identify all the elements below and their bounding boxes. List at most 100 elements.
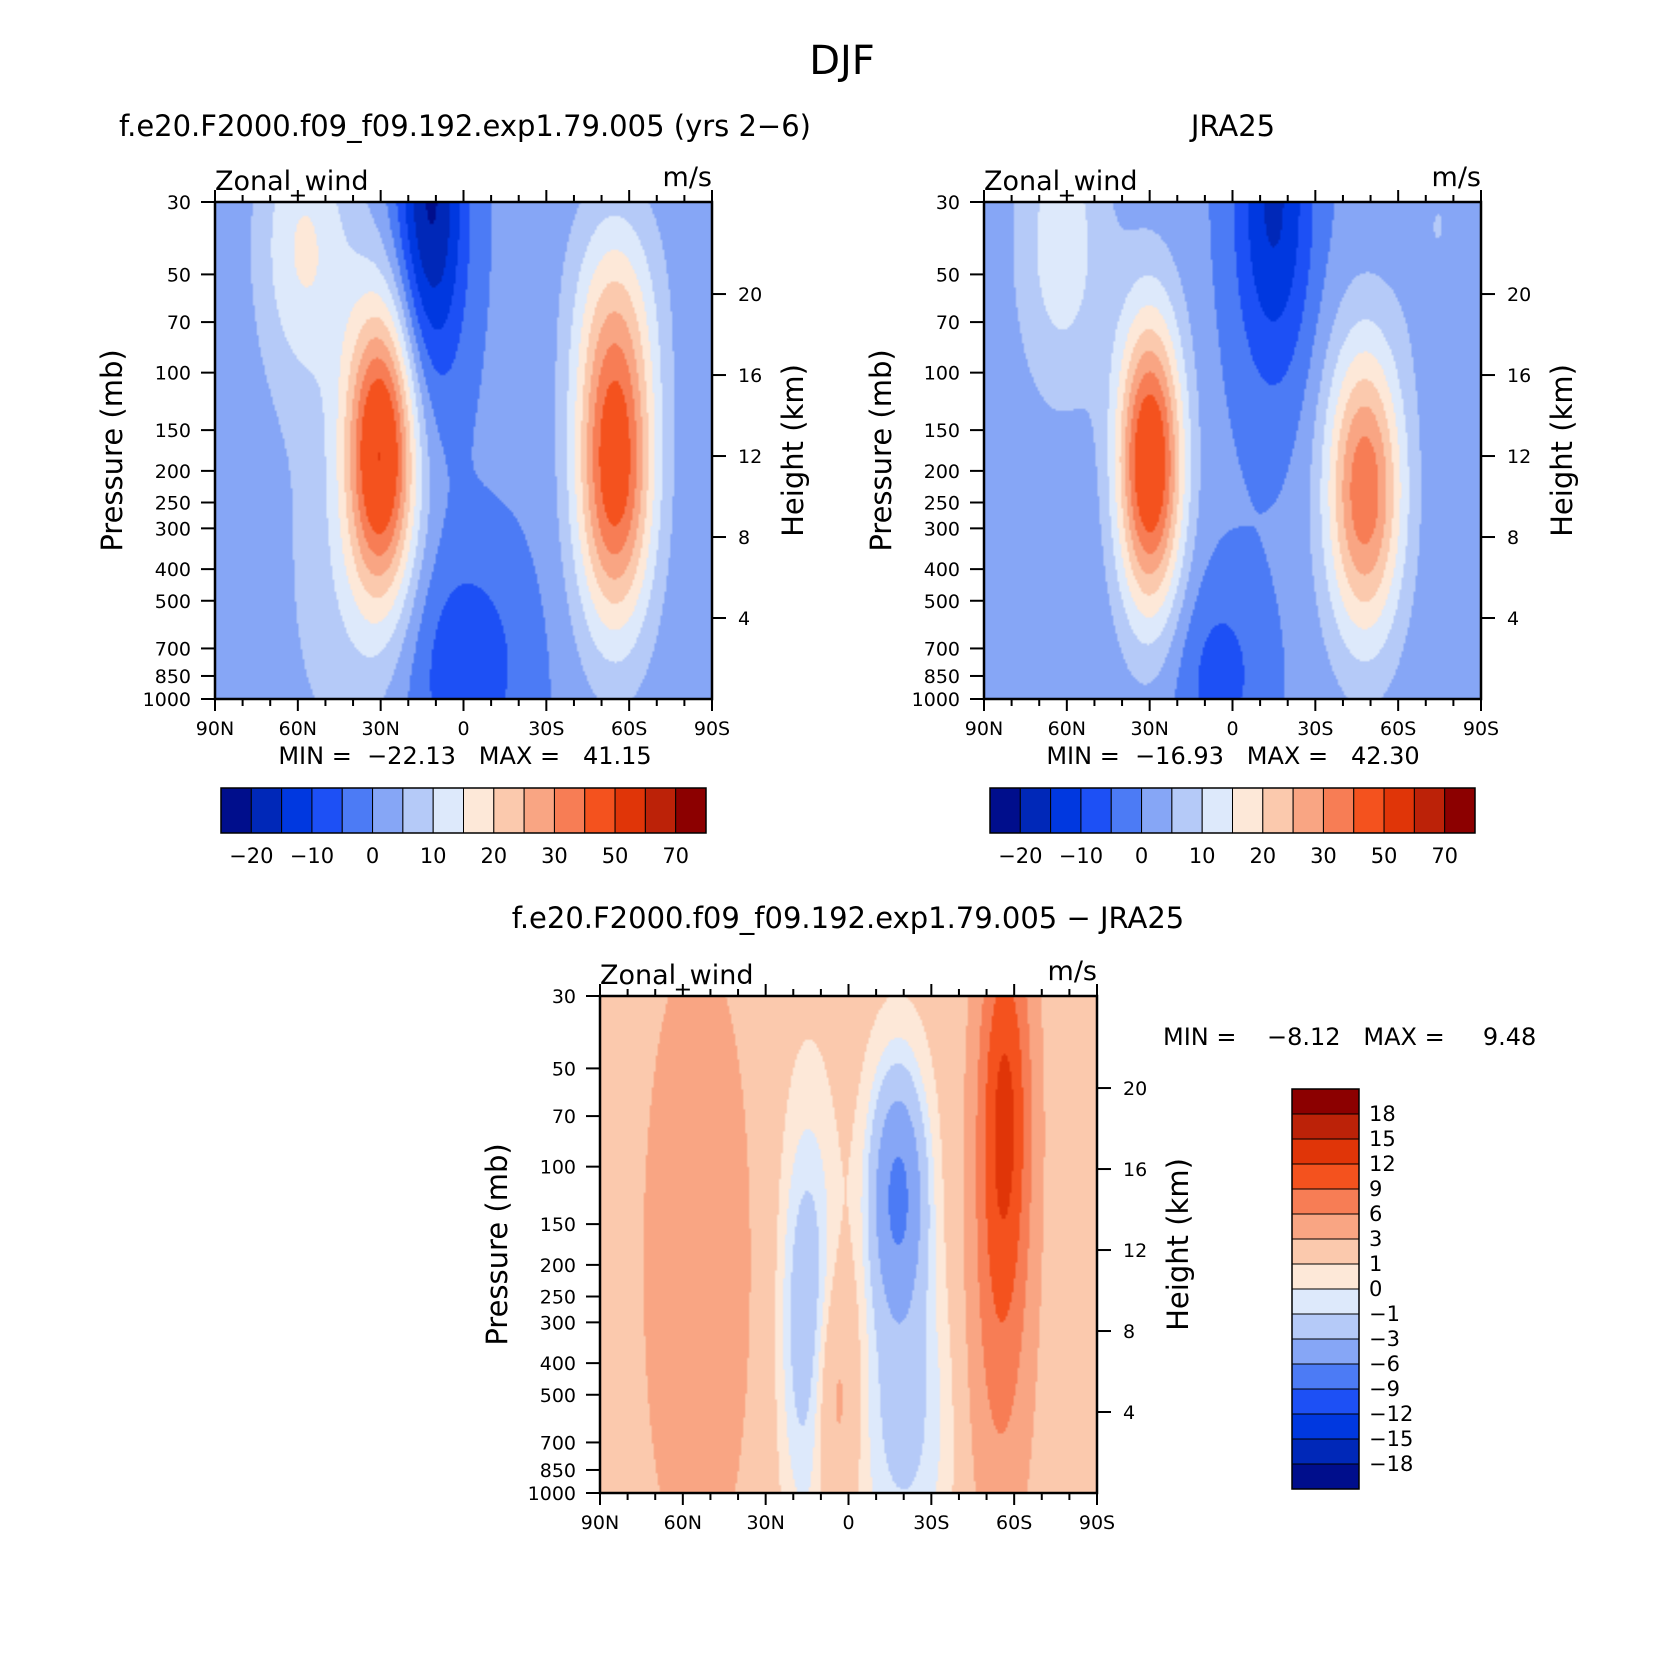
colorbar-label: −10 [1059,844,1103,868]
x-tick-label: 30N [361,718,399,740]
colorbar-label: 6 [1369,1202,1382,1226]
y-right-tick-label: 4 [1507,608,1519,630]
x-tick-label: 90S [1463,718,1499,740]
colorbar: −20 −10 0 10 20 30 50 70 [220,787,707,868]
colorbar-label: 70 [1431,844,1458,868]
x-tick-label: 30S [528,718,564,740]
colorbar-label: 1 [1369,1252,1382,1276]
colorbar-label: −6 [1369,1352,1400,1376]
colorbar-cell [1291,1438,1360,1465]
y-tick-label: 700 [155,638,191,660]
colorbar-cell [1322,787,1355,834]
colorbar-cell [1019,787,1052,834]
contour-field [215,202,712,699]
colorbar-cell [553,787,586,834]
colorbar-cell [1291,1363,1360,1390]
y-tick-label: 500 [924,591,960,613]
colorbar-label: −20 [229,844,273,868]
y-tick-label: 200 [155,461,191,483]
colorbar-label: 0 [366,844,379,868]
colorbar-cell [432,787,464,834]
colorbar-cell [1262,787,1294,834]
y-axis-title: Pressure (mb) [95,349,129,551]
y-tick-label: 200 [540,1255,576,1277]
y-right-tick-label: 4 [738,608,750,630]
colorbar-cell [614,787,646,834]
y-tick-label: 100 [540,1157,576,1179]
x-tick-label: 30N [746,1512,784,1534]
colorbar-cell [220,787,252,834]
x-tick-label: 60N [1048,718,1086,740]
colorbar-cell [281,787,313,834]
colorbar-frame [989,787,1476,834]
y-tick-label: 50 [936,264,960,286]
y-right-tick-label: 8 [738,527,750,549]
variable-label: Zonal_wind [600,960,754,991]
y-right-tick-label: 20 [738,284,762,306]
colorbar-cell [1291,1288,1360,1315]
y-tick-label: 1000 [528,1483,576,1505]
colorbar-label: 10 [420,844,447,868]
x-tick-label: 90S [1079,1512,1115,1534]
y-tick-label: 50 [167,264,191,286]
y-tick-label: 150 [540,1214,576,1236]
y-tick-label: 500 [155,591,191,613]
y-tick-label: 500 [540,1385,576,1407]
colorbar-cell [1291,1113,1360,1140]
colorbar-label: −15 [1369,1427,1413,1451]
colorbar-cell [1444,787,1476,834]
panel-title: f.e20.F2000.f09_f09.192.exp1.79.005 (yrs… [119,109,811,143]
colorbar-label: −20 [998,844,1042,868]
x-tick-label: 30N [1130,718,1168,740]
x-tick-label: 0 [842,1512,854,1534]
x-tick-label: 90N [581,1512,619,1534]
y-right-tick-label: 20 [1507,284,1531,306]
colorbar-cell [523,787,555,834]
x-tick-label: 0 [457,718,469,740]
units-label: m/s [1048,956,1097,987]
colorbar-label: −9 [1369,1377,1400,1401]
y-right-tick-label: 12 [1507,446,1531,468]
colorbar-frame [1291,1088,1360,1490]
y-tick-label: 850 [924,666,960,688]
chart-panel-2: JRA25 Zonal_wind m/s 90N 60N 30N 0 30S 60S 90S 30 5… [864,109,1579,868]
colorbar-label: 20 [1249,844,1276,868]
colorbar-label: 9 [1369,1177,1382,1201]
colorbar-cell [341,787,374,834]
panel-title: f.e20.F2000.f09_f09.192.exp1.79.005 − JR… [512,901,1185,935]
y-tick-label: 700 [924,638,960,660]
y-axis-right-title: Height (km) [776,364,810,537]
y-tick-label: 100 [924,363,960,385]
y-axis-title: Pressure (mb) [864,349,898,551]
colorbar-label: 0 [1135,844,1148,868]
y-right-tick-label: 4 [1123,1402,1135,1424]
y-tick-label: 400 [155,559,191,581]
colorbar-cell [989,787,1021,834]
colorbar-cell [1201,787,1233,834]
contour-field [984,202,1481,699]
colorbar-cell [1291,1338,1360,1365]
x-tick-label: 90N [965,718,1003,740]
y-tick-label: 1000 [143,689,191,711]
colorbar-label: 12 [1369,1152,1396,1176]
y-tick-label: 700 [540,1432,576,1454]
y-right-tick-label: 12 [738,446,762,468]
y-tick-label: 200 [924,461,960,483]
colorbar-label: 20 [480,844,507,868]
chart-panel-1: f.e20.F2000.f09_f09.192.exp1.79.005 (yrs… [95,109,811,868]
min-max-label: MIN = −8.12 MAX = 9.48 [1163,1023,1536,1051]
colorbar-cell [675,787,707,834]
colorbar-label: 30 [541,844,568,868]
y-right-tick-label: 8 [1507,527,1519,549]
colorbar-label: 0 [1369,1277,1382,1301]
x-tick-label: 90S [694,718,730,740]
contour-field [600,996,1097,1493]
min-max-label: MIN = −22.13 MAX = 41.15 [278,742,651,770]
colorbar-cell [1291,1238,1360,1265]
colorbar-label: 18 [1369,1102,1396,1126]
colorbar: −20 −10 0 10 20 30 50 70 [989,787,1476,868]
panels: f.e20.F2000.f09_f09.192.exp1.79.005 (yrs… [95,109,1579,1534]
colorbar-cell [1232,787,1264,834]
x-tick-label: 30S [913,1512,949,1534]
colorbar-cell [311,787,343,834]
